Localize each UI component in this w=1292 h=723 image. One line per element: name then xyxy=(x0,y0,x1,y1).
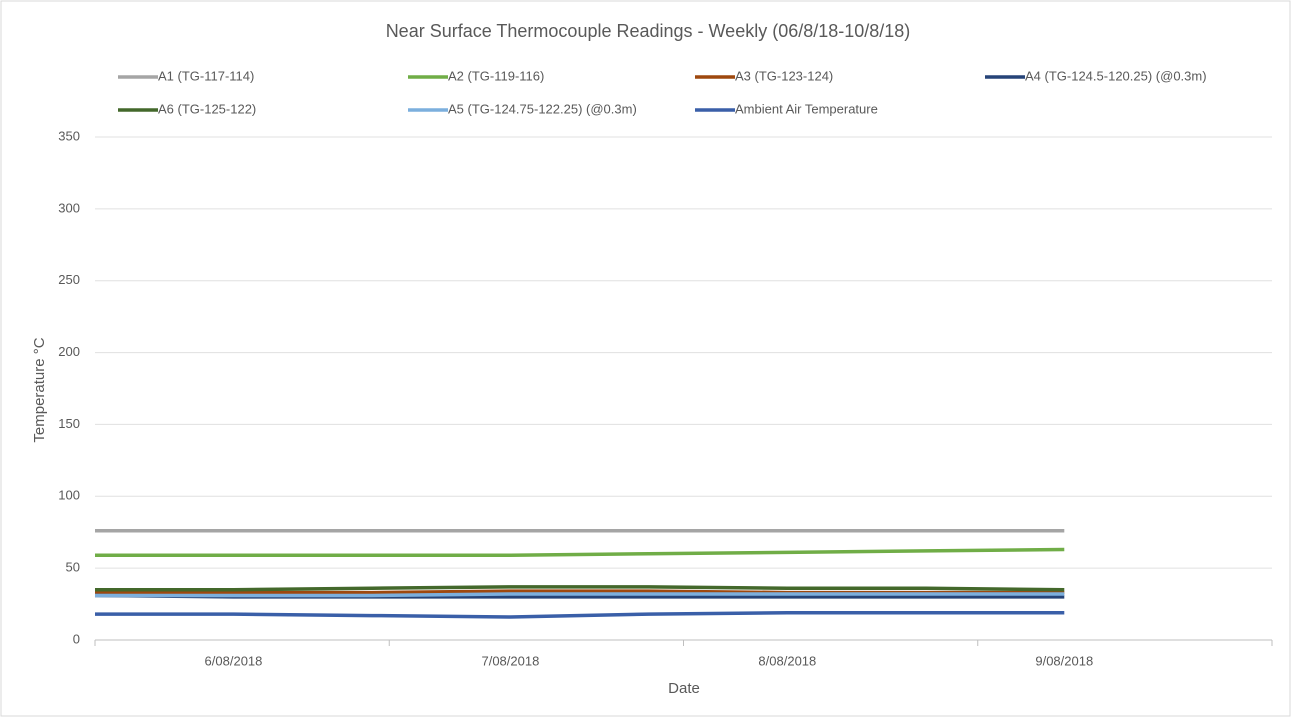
y-axis-label: Temperature °C xyxy=(31,337,48,442)
legend-label: A4 (TG-124.5-120.25) (@0.3m) xyxy=(1025,68,1207,83)
x-tick-label: 9/08/2018 xyxy=(1035,653,1093,668)
x-tick-label: 7/08/2018 xyxy=(481,653,539,668)
chart-title: Near Surface Thermocouple Readings - Wee… xyxy=(386,21,911,41)
legend-label: A1 (TG-117-114) xyxy=(158,68,254,83)
x-tick-label: 6/08/2018 xyxy=(205,653,263,668)
legend-label: Ambient Air Temperature xyxy=(735,101,878,116)
legend-label: A2 (TG-119-116) xyxy=(448,68,544,83)
y-tick-label: 0 xyxy=(73,631,80,646)
legend-label: A3 (TG-123-124) xyxy=(735,68,833,83)
y-tick-label: 50 xyxy=(66,560,80,575)
y-tick-label: 350 xyxy=(58,128,80,143)
series-line xyxy=(95,585,1065,592)
series-line xyxy=(95,592,1065,598)
y-tick-label: 100 xyxy=(58,488,80,503)
series-line xyxy=(95,547,1065,557)
y-tick-label: 250 xyxy=(58,272,80,287)
series-line xyxy=(95,610,1065,619)
x-axis-label: Date xyxy=(668,680,700,697)
x-tick-label: 8/08/2018 xyxy=(758,653,816,668)
legend-label: A6 (TG-125-122) xyxy=(158,101,256,116)
y-tick-label: 200 xyxy=(58,344,80,359)
y-tick-label: 300 xyxy=(58,200,80,215)
legend-label: A5 (TG-124.75-122.25) (@0.3m) xyxy=(448,101,637,116)
y-tick-label: 150 xyxy=(58,416,80,431)
